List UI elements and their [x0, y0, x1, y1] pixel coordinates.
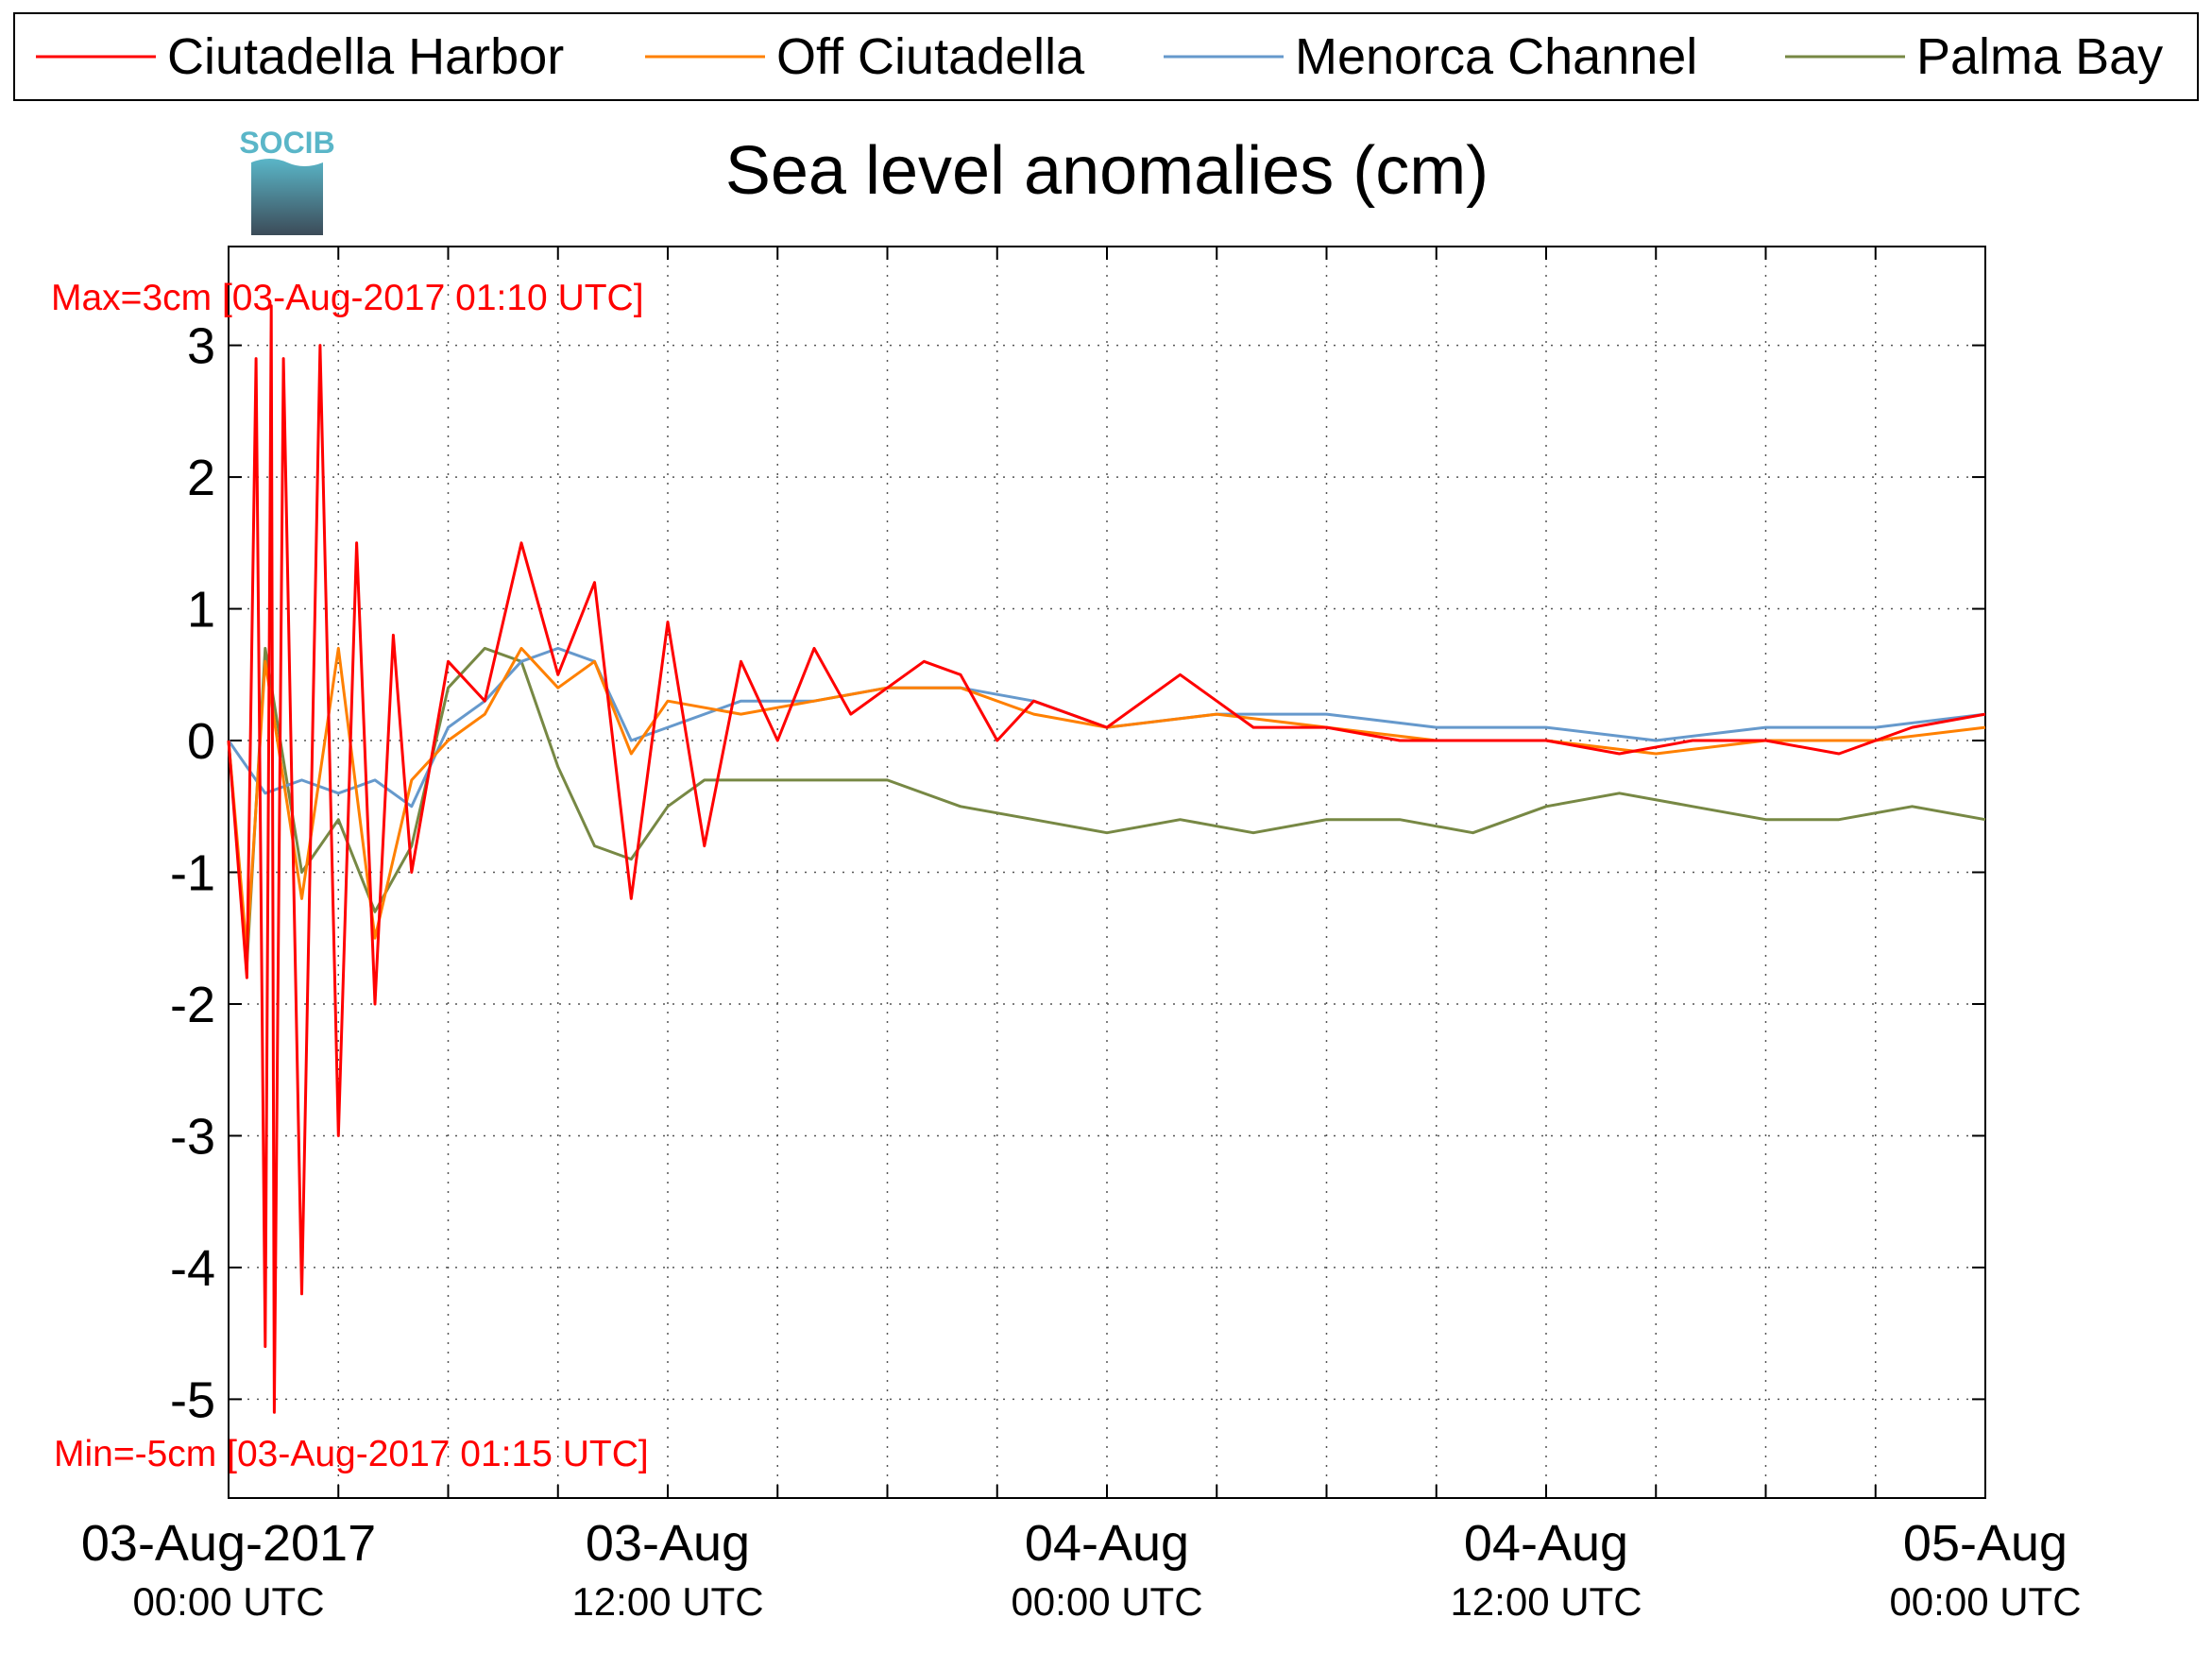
chart-title: Sea level anomalies (cm): [725, 133, 1489, 209]
y-tick-label: -1: [170, 845, 215, 902]
series-line-menorca-channel: [227, 646, 1986, 809]
x-tick-label: 03-Aug: [586, 1515, 750, 1572]
x-tick-sublabel: 00:00 UTC: [1011, 1579, 1202, 1624]
legend-label-palma-bay: Palma Bay: [1916, 28, 2163, 85]
x-axis-tick-labels: 03-Aug-2017 00:00 UTC 03-Aug 12:00 UTC 04-Au…: [81, 1515, 2082, 1624]
y-tick-label: -2: [170, 977, 215, 1033]
y-tick-label: -4: [170, 1240, 215, 1297]
y-tick-label: 2: [187, 450, 215, 506]
axis-ticks: [228, 247, 1986, 1498]
y-tick-label: -5: [170, 1371, 215, 1428]
socib-logo: SOCIB: [239, 126, 335, 235]
y-axis-tick-labels: 3 2 1 0 -1 -2 -3 -4 -5: [170, 318, 215, 1429]
x-tick-sublabel: 00:00 UTC: [1889, 1579, 2081, 1624]
socib-logo-wave: [251, 159, 323, 235]
x-tick-label: 04-Aug: [1025, 1515, 1189, 1572]
min-annotation: Min=-5cm [03-Aug-2017 01:15 UTC]: [54, 1434, 649, 1474]
legend: Ciutadella Harbor Off Ciutadella Menorca…: [13, 12, 2199, 101]
x-tick-sublabel: 12:00 UTC: [1450, 1579, 1642, 1624]
x-tick-label: 03-Aug-2017: [81, 1515, 376, 1572]
y-tick-label: 3: [187, 318, 215, 375]
max-annotation: Max=3cm [03-Aug-2017 01:10 UTC]: [51, 278, 644, 318]
series-lines: [227, 304, 1986, 1414]
x-tick-label: 04-Aug: [1464, 1515, 1628, 1572]
legend-label-menorca-channel: Menorca Channel: [1295, 28, 1697, 85]
series-line-ciutadella-harbor: [227, 304, 1986, 1414]
socib-logo-text: SOCIB: [239, 126, 334, 160]
y-tick-label: -3: [170, 1108, 215, 1165]
y-tick-label: 0: [187, 713, 215, 770]
x-tick-sublabel: 00:00 UTC: [132, 1579, 324, 1624]
x-tick-label: 05-Aug: [1903, 1515, 2067, 1572]
legend-label-ciutadella-harbor: Ciutadella Harbor: [167, 28, 564, 85]
x-tick-sublabel: 12:00 UTC: [571, 1579, 763, 1624]
y-tick-label: 1: [187, 582, 215, 639]
legend-label-off-ciutadella: Off Ciutadella: [776, 28, 1085, 85]
